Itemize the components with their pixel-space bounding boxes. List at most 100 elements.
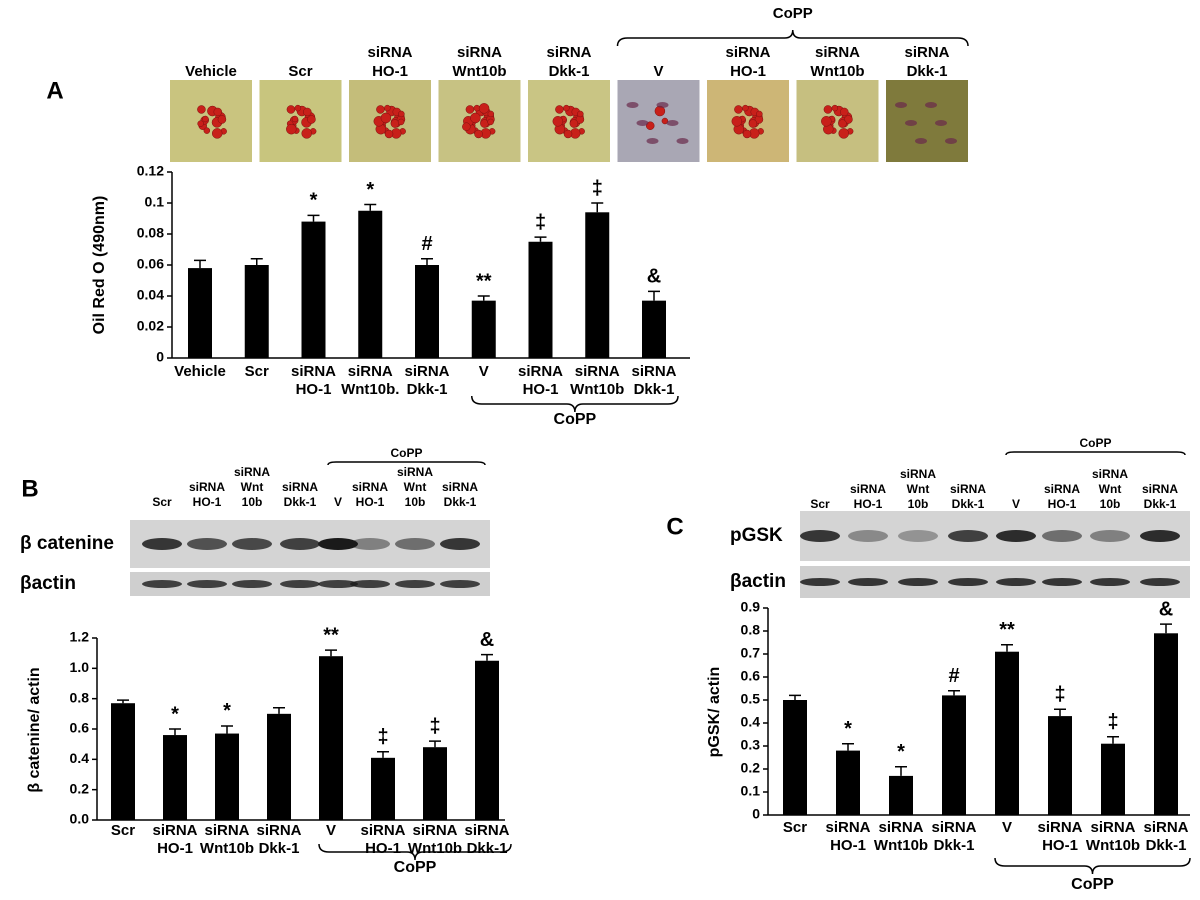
x-tick-label: siRNA <box>1090 819 1135 836</box>
lipid-droplet <box>577 110 584 118</box>
error-bar <box>591 202 604 213</box>
lipid-droplet <box>301 128 312 139</box>
lane-label: HO-1 <box>854 497 883 511</box>
x-tick-label: siRNA <box>348 363 393 380</box>
blot-band <box>350 538 390 550</box>
lipid-droplet <box>478 103 490 114</box>
significance-label: & <box>647 266 661 288</box>
x-tick-label: HO-1 <box>365 840 401 857</box>
x-tick-label: HO-1 <box>296 381 332 398</box>
error-bar <box>250 258 263 265</box>
image-label: V <box>653 63 663 80</box>
error-bar <box>221 725 233 734</box>
image-label: Scr <box>288 63 312 80</box>
y-tick-label: 0.08 <box>137 225 164 241</box>
x-tick-label: Wnt10b <box>874 837 928 854</box>
x-tick-label: Dkk-1 <box>1146 837 1187 854</box>
image-label: siRNA <box>725 44 770 61</box>
blot-band <box>395 538 435 550</box>
lane-label: 10b <box>242 495 263 509</box>
panel-label: C <box>666 513 683 540</box>
x-tick-label: siRNA <box>152 822 197 839</box>
significance-label: ‡ <box>592 177 603 199</box>
bar <box>301 221 326 358</box>
error-bar <box>377 751 389 758</box>
x-tick-label: siRNA <box>404 363 449 380</box>
x-tick-label: V <box>1002 819 1012 836</box>
lipid-droplet <box>197 105 206 114</box>
image-label: HO-1 <box>730 63 766 80</box>
blot-band <box>800 578 840 586</box>
y-tick-label: 0.9 <box>741 599 761 615</box>
error-bar <box>421 258 433 265</box>
blot-band <box>232 580 272 588</box>
x-tick-label: Wnt10b. <box>341 381 399 398</box>
blot-band <box>996 578 1036 586</box>
blot-row-label: βactin <box>730 571 786 592</box>
stain <box>935 120 947 126</box>
significance-label: ‡ <box>1054 683 1065 705</box>
x-tick-label: Scr <box>111 822 135 839</box>
lipid-droplet <box>569 119 579 128</box>
y-tick-label: 0 <box>752 806 760 822</box>
lane-label: Dkk-1 <box>444 495 477 509</box>
lane-label: siRNA <box>950 482 986 496</box>
x-tick-label: Dkk-1 <box>934 837 975 854</box>
bar <box>995 651 1019 815</box>
bar <box>471 300 496 358</box>
y-tick-label: 1.0 <box>70 659 90 675</box>
significance-label: ‡ <box>1107 711 1118 733</box>
blot-band <box>280 538 320 550</box>
blot-row-label: βactin <box>20 573 76 594</box>
lipid-droplet <box>291 115 299 123</box>
lane-label: siRNA <box>900 467 936 481</box>
significance-label: ‡ <box>377 726 388 748</box>
x-tick-label: HO-1 <box>830 837 866 854</box>
lipid-droplet <box>213 107 223 117</box>
x-tick-label: HO-1 <box>157 840 193 857</box>
lipid-droplet <box>197 120 204 127</box>
lipid-droplet <box>734 105 743 114</box>
lane-label: Wnt <box>241 480 264 494</box>
group-brace <box>471 395 679 413</box>
y-tick-label: 0.8 <box>741 622 761 638</box>
significance-label: ** <box>999 619 1015 641</box>
lipid-droplet <box>474 129 483 139</box>
lipid-droplet <box>211 128 223 139</box>
y-tick-label: 0.6 <box>741 668 761 684</box>
panel-label: A <box>46 77 63 104</box>
lane-label: siRNA <box>1044 482 1080 496</box>
error-bar <box>194 259 206 269</box>
image-label: siRNA <box>546 44 591 61</box>
stain <box>925 102 937 108</box>
error-bar <box>273 707 285 714</box>
image-label: Dkk-1 <box>907 63 948 80</box>
lane-label: Wnt <box>404 480 427 494</box>
lipid-droplet <box>555 105 564 114</box>
bar <box>783 700 807 815</box>
lipid-droplet <box>742 104 749 112</box>
significance-label: * <box>897 741 905 763</box>
significance-label: * <box>223 700 231 722</box>
y-tick-label: 0.1 <box>145 194 165 210</box>
lipid-droplet <box>552 116 564 127</box>
group-line <box>327 461 486 466</box>
y-tick-label: 0.3 <box>741 737 761 753</box>
image-label: Wnt10b <box>810 63 864 80</box>
bar <box>1154 633 1178 815</box>
bar <box>889 775 913 815</box>
micrograph <box>617 80 700 162</box>
lane-label: HO-1 <box>193 495 222 509</box>
x-tick-label: siRNA <box>631 363 676 380</box>
lane-label: siRNA <box>442 480 478 494</box>
blot-band <box>350 580 390 588</box>
lipid-droplet <box>661 117 669 125</box>
bar <box>528 241 553 358</box>
stain <box>636 120 649 126</box>
blot-band <box>232 538 272 550</box>
lane-label: Dkk-1 <box>952 497 985 511</box>
significance-label: # <box>421 233 432 255</box>
x-tick-label: siRNA <box>878 819 923 836</box>
lipid-droplet <box>390 119 400 128</box>
lane-label: siRNA <box>1142 482 1178 496</box>
